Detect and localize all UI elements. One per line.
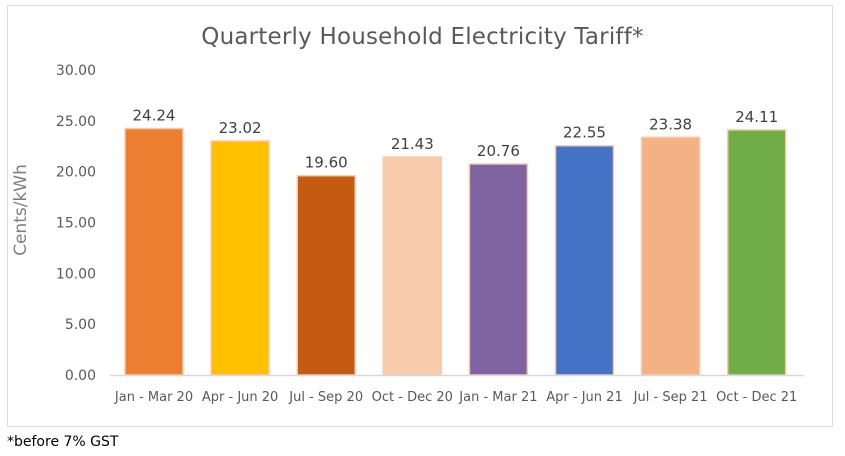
data-label: 20.76 xyxy=(477,142,520,160)
data-labels: 24.24 23.02 19.60 21.43 20.76 22.55 23.38 24.11 xyxy=(133,107,779,172)
data-label: 22.55 xyxy=(563,124,606,142)
data-label: 23.02 xyxy=(219,119,262,137)
data-label: 21.43 xyxy=(391,135,434,153)
x-tick-label: Jan - Mar 21 xyxy=(458,390,537,405)
bar xyxy=(726,129,787,376)
y-tick-label: 0.00 xyxy=(65,368,96,384)
x-tick-label: Jul - Sep 21 xyxy=(633,390,708,405)
data-label: 24.24 xyxy=(133,107,176,125)
x-tick-label: Oct - Dec 21 xyxy=(716,390,797,405)
x-tick-label: Apr - Jun 21 xyxy=(546,390,622,405)
footnote: *before 7% GST xyxy=(7,434,119,450)
bar xyxy=(210,140,270,376)
bars xyxy=(124,127,787,376)
data-label: 24.11 xyxy=(735,108,778,126)
x-axis-category-labels: Jan - Mar 20 Apr - Jun 20 Jul - Sep 20 Oct … xyxy=(114,390,797,405)
y-tick-label: 15.00 xyxy=(56,216,96,232)
y-tick-label: 20.00 xyxy=(56,165,96,181)
data-label: 23.38 xyxy=(649,115,692,133)
bar xyxy=(382,156,443,376)
bar xyxy=(468,163,529,376)
y-tick-label: 10.00 xyxy=(56,266,96,282)
bar xyxy=(124,127,184,376)
y-axis-ticks: 0.00 5.00 10.00 15.00 20.00 25.00 30.00 xyxy=(56,63,96,384)
x-tick-label: Apr - Jun 20 xyxy=(202,390,278,405)
y-tick-label: 25.00 xyxy=(56,114,96,130)
x-tick-label: Jul - Sep 20 xyxy=(288,390,363,405)
bar xyxy=(640,136,701,376)
data-label: 19.60 xyxy=(305,154,348,172)
x-tick-label: Jan - Mar 20 xyxy=(114,390,193,405)
chart-title: Quarterly Household Electricity Tariff* xyxy=(201,24,644,50)
bar xyxy=(296,174,356,376)
x-tick-label: Oct - Dec 20 xyxy=(372,390,453,405)
bar xyxy=(554,144,615,376)
y-tick-label: 30.00 xyxy=(56,63,96,79)
y-tick-label: 5.00 xyxy=(65,317,96,333)
